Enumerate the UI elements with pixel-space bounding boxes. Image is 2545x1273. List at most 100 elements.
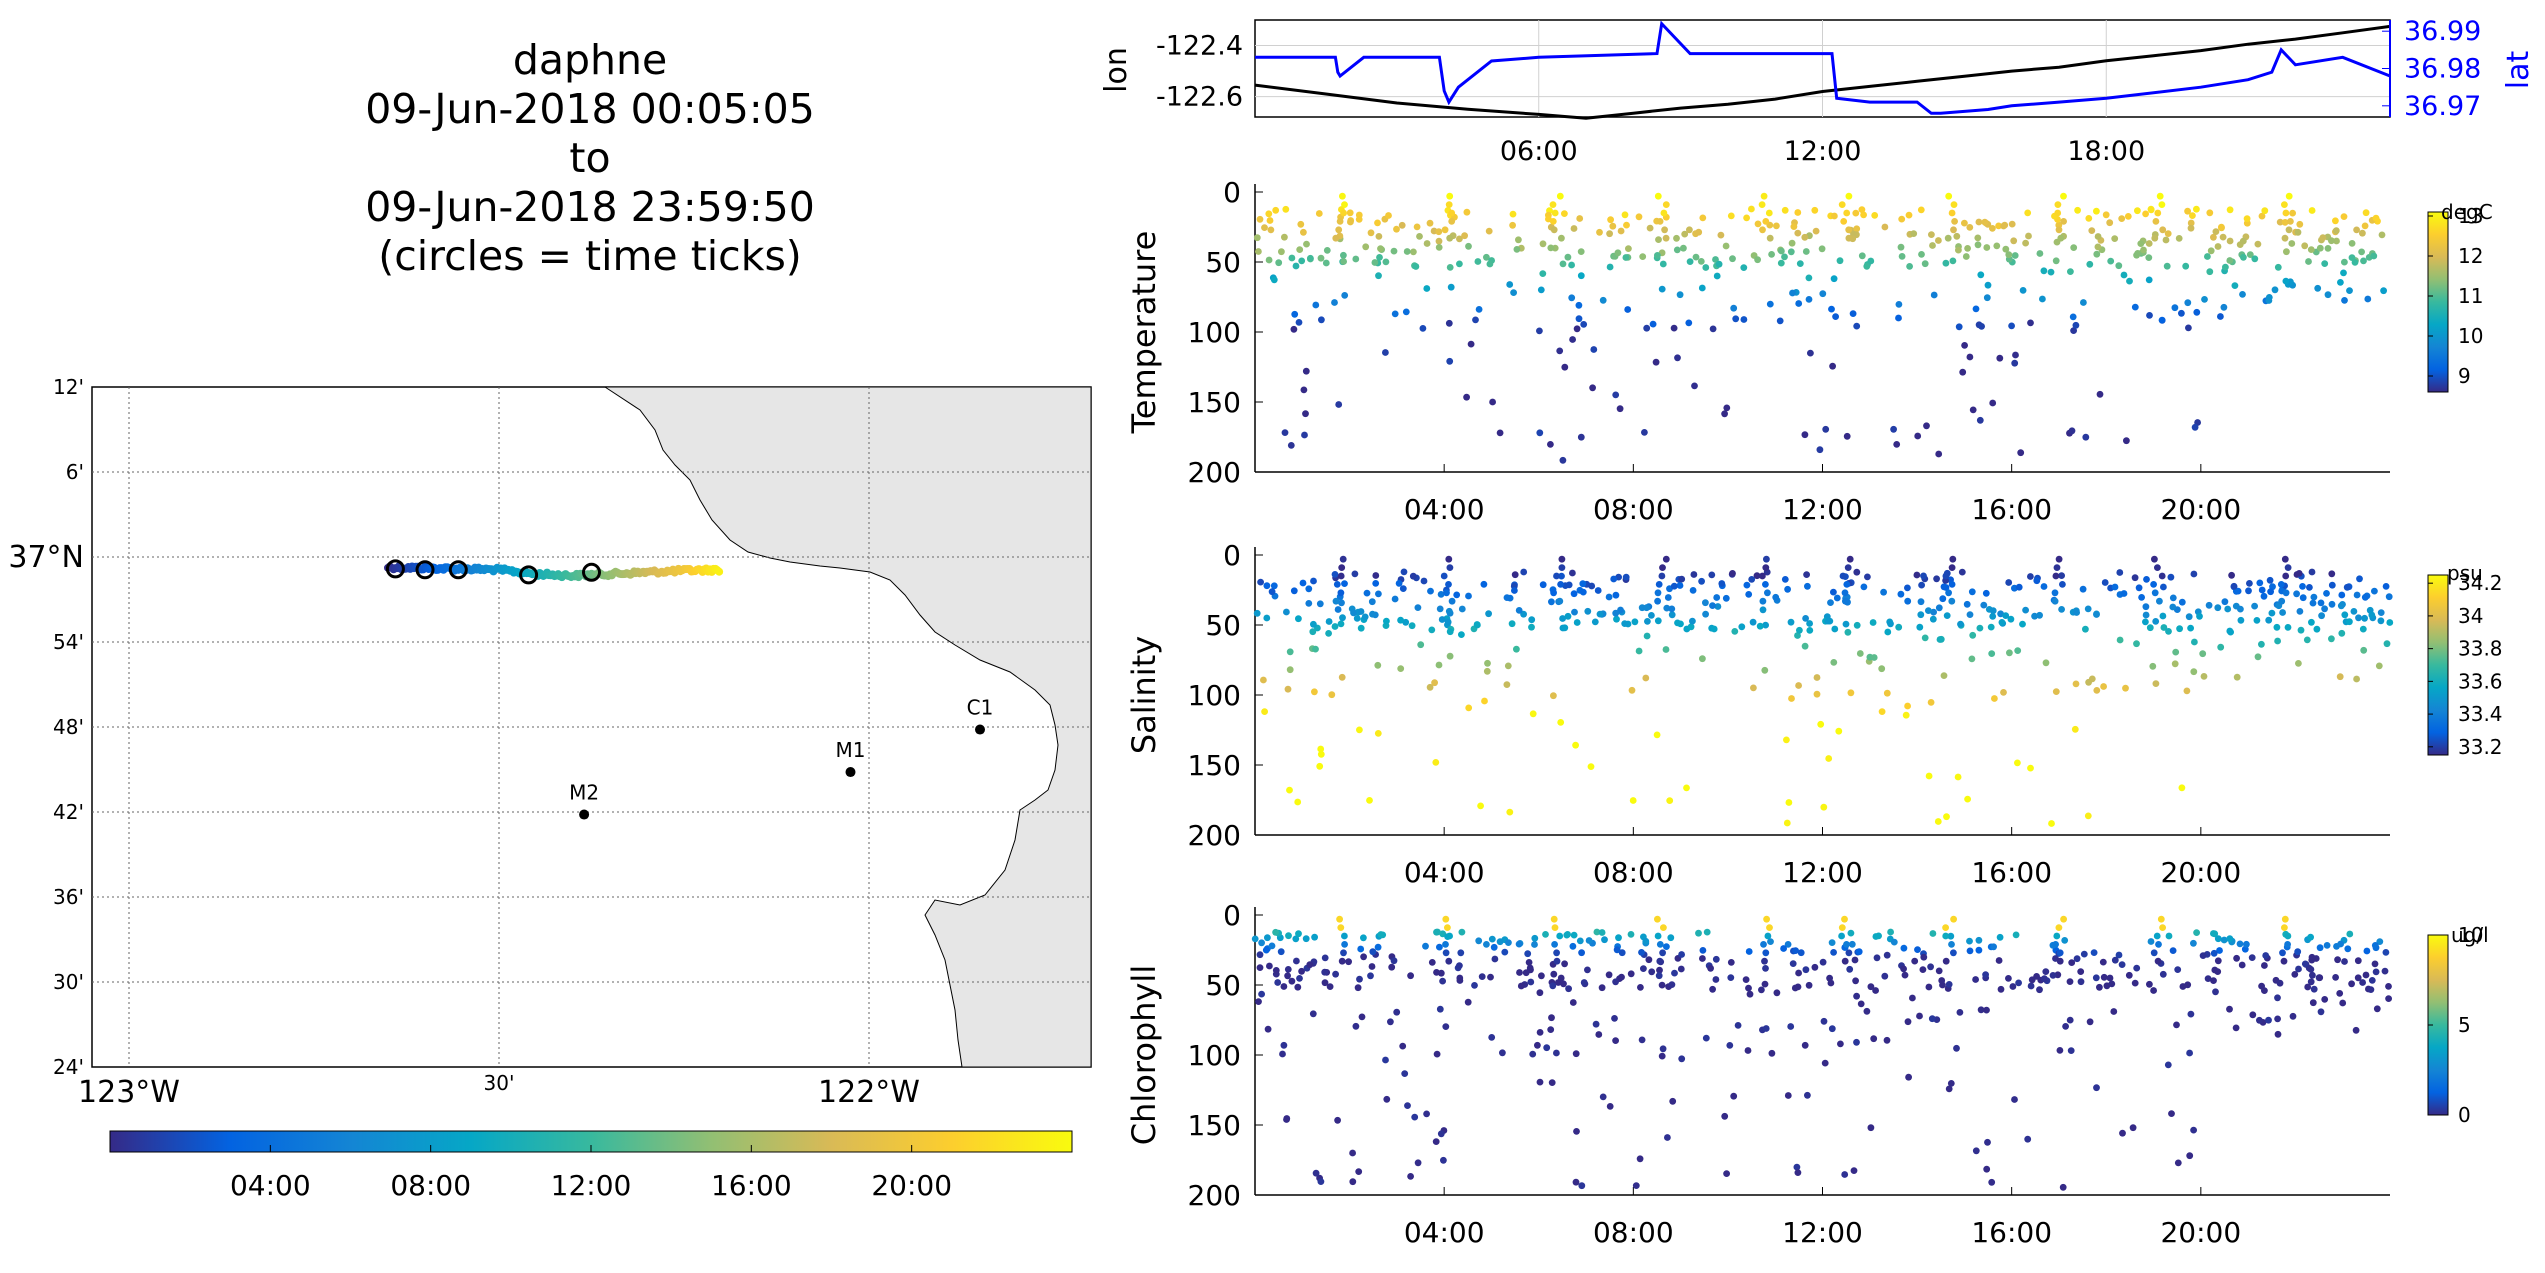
data-point xyxy=(1822,425,1830,433)
data-point xyxy=(1434,928,1441,936)
data-point xyxy=(1299,579,1307,587)
data-point xyxy=(2321,605,2329,613)
data-point xyxy=(2353,591,2361,599)
data-point xyxy=(2184,207,2192,215)
data-point xyxy=(1393,1008,1401,1016)
data-point xyxy=(2318,612,2326,620)
map-lat-tick-label: 36' xyxy=(53,885,84,909)
data-point xyxy=(1983,1165,1991,1173)
data-point xyxy=(1483,941,1490,948)
data-point xyxy=(1768,251,1775,258)
data-point xyxy=(1758,986,1765,994)
data-point xyxy=(1592,1020,1600,1028)
data-point xyxy=(1828,1025,1836,1033)
data-point xyxy=(2057,234,2065,242)
data-point xyxy=(2068,427,2076,435)
temperature-units: degC xyxy=(2441,200,2493,224)
data-point xyxy=(1545,211,1552,219)
data-point xyxy=(1976,624,1984,632)
data-point xyxy=(2097,237,2105,244)
data-point xyxy=(1345,958,1352,966)
data-point xyxy=(1617,606,1624,614)
colorbar-tick-label: 9 xyxy=(2458,364,2471,388)
data-point xyxy=(1288,977,1296,985)
data-point xyxy=(1371,611,1379,619)
data-point xyxy=(1561,363,1569,371)
data-point xyxy=(1690,571,1698,578)
data-point xyxy=(2218,223,2225,231)
data-point xyxy=(2145,254,2153,261)
data-point xyxy=(1678,575,1686,583)
data-point xyxy=(1968,655,1976,663)
data-point xyxy=(1311,688,1318,696)
data-point xyxy=(1858,206,1866,214)
data-point xyxy=(1506,594,1514,602)
data-point xyxy=(2071,725,2079,733)
data-point xyxy=(1802,248,1810,255)
data-point xyxy=(1488,935,1496,943)
data-point xyxy=(1618,949,1626,957)
data-point xyxy=(1435,244,1443,251)
data-point xyxy=(1956,1009,1964,1016)
data-point xyxy=(2067,1047,2075,1054)
data-point xyxy=(1847,579,1855,587)
data-point xyxy=(2159,612,2167,620)
data-point xyxy=(2226,627,2234,635)
data-point xyxy=(1676,291,1684,299)
data-point xyxy=(2283,943,2291,951)
data-point xyxy=(1758,201,1766,209)
data-point xyxy=(2369,250,2376,257)
data-point xyxy=(2214,604,2222,612)
data-point xyxy=(2352,1026,2360,1034)
data-point xyxy=(1525,959,1533,966)
data-point xyxy=(1718,580,1726,587)
data-point xyxy=(1583,580,1591,588)
data-point xyxy=(2052,955,2059,962)
data-point xyxy=(1884,628,1892,636)
data-point xyxy=(1796,260,1804,267)
data-point xyxy=(2111,583,2119,591)
data-point xyxy=(2055,950,2063,957)
data-point xyxy=(1547,1026,1555,1033)
data-point xyxy=(1446,264,1454,271)
data-point xyxy=(2006,649,2013,657)
data-point xyxy=(2256,579,2264,587)
data-point xyxy=(1341,580,1348,587)
data-point xyxy=(1317,254,1325,262)
data-point xyxy=(1617,227,1625,235)
data-point xyxy=(1264,934,1271,942)
data-point xyxy=(1916,1012,1923,1020)
data-point xyxy=(1550,692,1557,700)
data-point xyxy=(1872,987,1879,994)
data-point xyxy=(2361,593,2369,601)
data-point xyxy=(2281,555,2289,563)
data-point xyxy=(1318,316,1325,324)
data-point xyxy=(1377,245,1384,253)
data-point xyxy=(1551,941,1558,948)
data-point xyxy=(1559,456,1567,464)
x-tick-label: 16:00 xyxy=(1971,856,2052,889)
data-point xyxy=(1959,368,1967,376)
data-point xyxy=(2107,584,2115,592)
data-point xyxy=(1841,1171,1849,1178)
data-point xyxy=(1584,966,1591,974)
data-point xyxy=(2116,636,2124,644)
data-point xyxy=(1352,1022,1360,1030)
data-point xyxy=(1895,314,1902,322)
map-lon-tick-label: 123°W xyxy=(78,1075,180,1110)
data-point xyxy=(1612,591,1620,599)
data-point xyxy=(1624,306,1632,313)
data-point xyxy=(1490,943,1498,951)
data-point xyxy=(1689,617,1696,625)
data-point xyxy=(1673,234,1680,242)
data-point xyxy=(1749,618,1757,626)
data-point xyxy=(1813,674,1821,681)
data-point xyxy=(2028,976,2036,984)
colorbar-tick-label: 12:00 xyxy=(551,1169,632,1202)
data-point xyxy=(1375,932,1383,940)
data-point xyxy=(2175,235,2183,242)
data-point xyxy=(1642,939,1650,947)
data-point xyxy=(2019,287,2027,294)
data-point xyxy=(1944,985,1952,992)
